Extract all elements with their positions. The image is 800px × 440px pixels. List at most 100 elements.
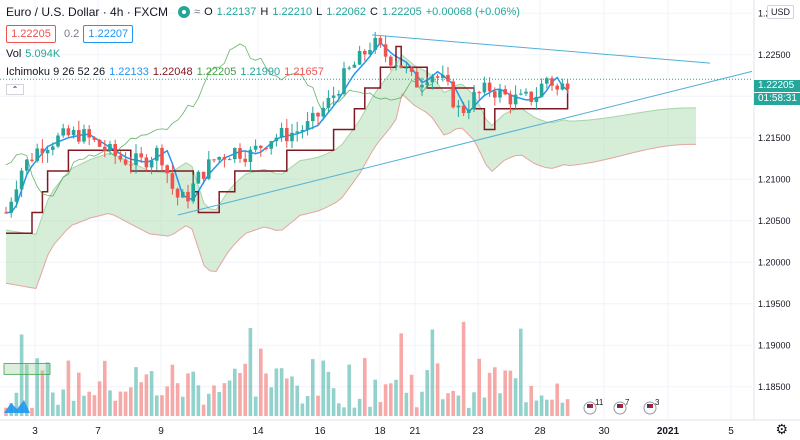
volume-bar (227, 380, 232, 416)
volume-bar (243, 363, 247, 416)
volume-bar (45, 362, 50, 416)
candle (415, 71, 419, 88)
candle (519, 93, 523, 95)
candle (446, 74, 450, 82)
volume-bar (51, 392, 55, 416)
close-label: C (370, 6, 378, 18)
volume-bar (409, 374, 414, 416)
volume-bar (389, 383, 393, 416)
volume-bar (394, 379, 398, 416)
collapse-legend: ⌃ (6, 84, 28, 95)
y-tick-label: 1.18500 (758, 382, 791, 392)
candle (316, 112, 320, 117)
low-label: L (316, 6, 323, 18)
event-flag-canton (587, 404, 590, 407)
event-flag-canton (647, 404, 650, 407)
volume-bar (30, 407, 34, 416)
volume-bar (441, 399, 445, 416)
close-value: 1.22205 (381, 6, 422, 18)
settings-gear-icon[interactable]: ⚙ (775, 421, 788, 437)
y-tick-label: 1.20000 (758, 257, 791, 267)
x-tick-label: 9 (158, 426, 164, 437)
candle (248, 149, 253, 163)
candle (155, 147, 159, 161)
candle (482, 82, 487, 93)
volume-bar (555, 383, 559, 416)
candle (409, 67, 414, 72)
x-tick-label: 28 (534, 426, 546, 437)
volume-bar (144, 374, 149, 416)
candle (25, 159, 29, 171)
volume-bar (295, 385, 299, 416)
volume-bar (529, 385, 533, 416)
volume-bar (331, 388, 336, 416)
volume-bar (160, 395, 164, 416)
candle (321, 107, 325, 117)
volume-bar (290, 376, 294, 416)
volume-bar (56, 404, 60, 416)
volume-bar (435, 363, 440, 416)
candle (170, 173, 175, 189)
collapse-arrow-icon[interactable]: ⌃ (6, 84, 24, 95)
candle (207, 159, 211, 179)
candle (139, 153, 143, 158)
volume-bar (108, 390, 112, 416)
buy-button[interactable]: 1.22207 (83, 25, 134, 43)
candle (35, 148, 39, 161)
symbol-title[interactable]: Euro / U.S. Dollar · 4h · FXCM (6, 5, 169, 19)
volume-bar (264, 373, 268, 416)
candle (191, 183, 195, 202)
candle (311, 112, 315, 122)
candle (45, 149, 50, 154)
candle (40, 148, 45, 154)
volume-bar (82, 395, 86, 416)
volume-bar (347, 364, 351, 416)
candle (129, 164, 133, 166)
volume-bar (61, 389, 65, 416)
volume-bar (368, 406, 372, 416)
volume-bar (482, 397, 487, 416)
currency-label[interactable]: USD (766, 5, 794, 19)
ichimoku-lead2-value: 1.21657 (284, 66, 324, 78)
candle (253, 145, 258, 150)
volume-bar (118, 391, 123, 416)
candle (77, 129, 81, 142)
volume-bar (352, 407, 357, 416)
volume-bar (238, 372, 242, 416)
volume-bar (404, 392, 409, 416)
candle (352, 64, 357, 68)
volume-bar (461, 321, 466, 416)
sell-button[interactable]: 1.22205 (6, 25, 56, 43)
x-tick-label: 7 (95, 426, 101, 437)
volume-bar (170, 364, 175, 416)
y-tick-label: 1.21000 (758, 174, 791, 184)
event-flag-icon: 11 (583, 398, 604, 415)
volume-bar (201, 404, 206, 416)
low-value: 1.22062 (326, 6, 367, 18)
candle (399, 65, 403, 68)
candle (555, 85, 559, 90)
tradingview-logo-icon[interactable] (2, 396, 32, 416)
collapse-icon[interactable]: ≈ (194, 6, 201, 18)
volume-bar (383, 384, 388, 416)
candle (227, 159, 232, 161)
candle (103, 146, 107, 151)
volume-bar (550, 399, 554, 416)
volume-bar (357, 398, 362, 416)
candle (420, 84, 424, 88)
candle (524, 91, 528, 94)
candle (264, 148, 268, 150)
candle (149, 160, 154, 168)
candle (212, 159, 216, 161)
event-flag-canton (617, 404, 620, 407)
volume-bar (40, 370, 45, 416)
volume-bar (326, 371, 331, 416)
candle (368, 49, 372, 55)
volume-bar (285, 378, 289, 416)
ichimoku-legend[interactable]: Ichimoku 9 26 52 26 1.22133 1.22048 1.22… (6, 66, 328, 78)
y-tick-label: 1.19500 (758, 299, 791, 309)
volume-legend[interactable]: Vol 5.094K (6, 48, 64, 60)
candle (529, 91, 533, 103)
volume-bar (342, 407, 346, 416)
